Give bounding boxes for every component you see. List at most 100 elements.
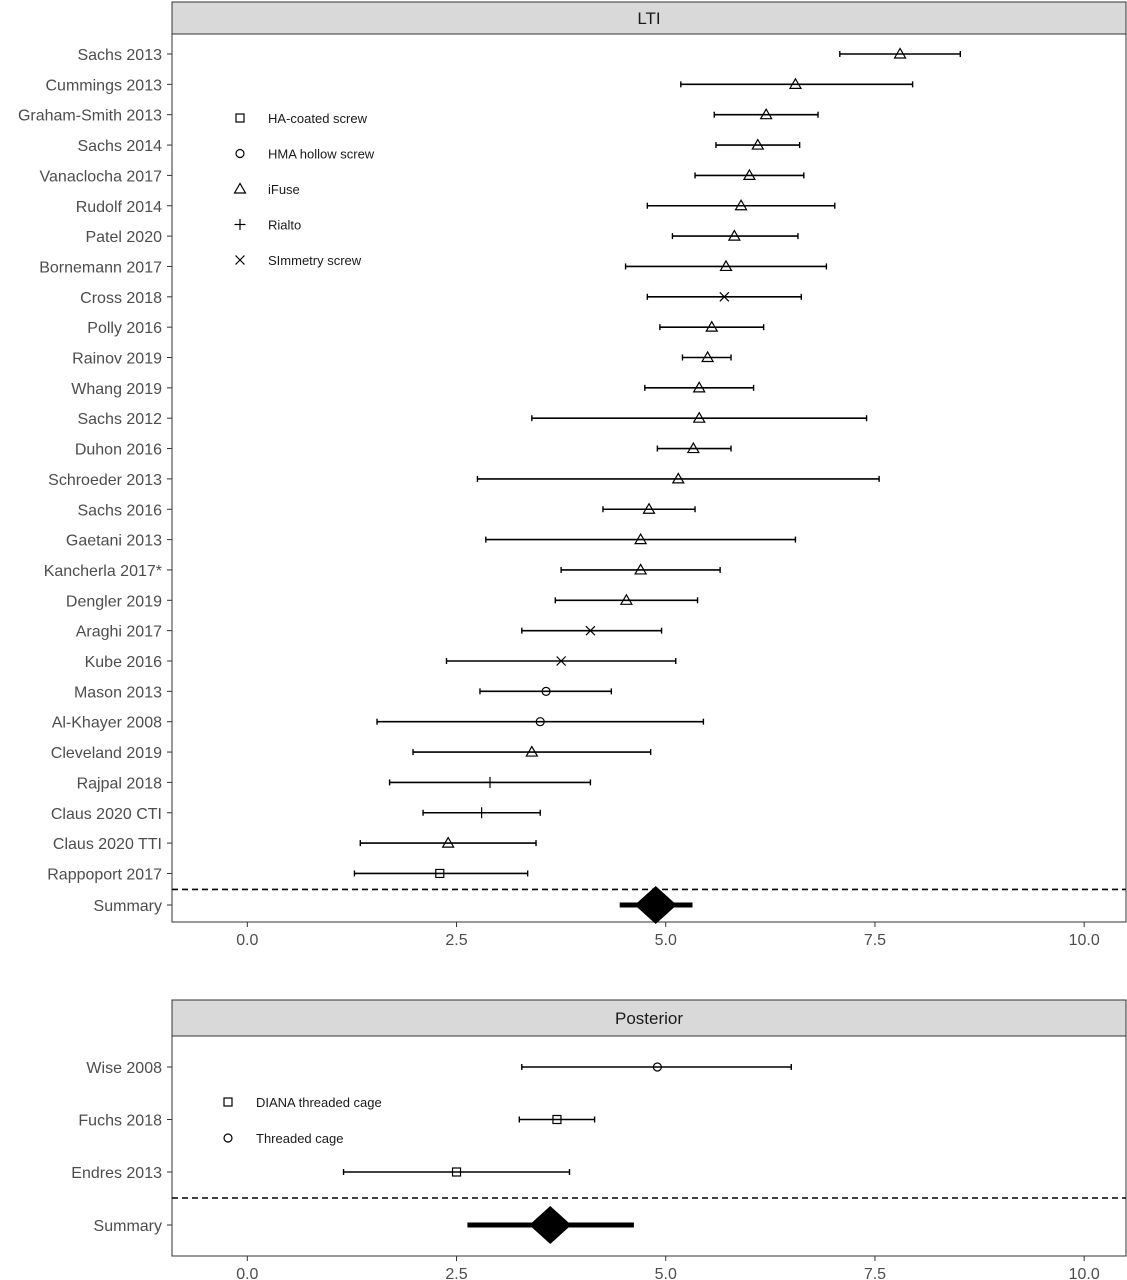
- point-estimate: [634, 563, 648, 575]
- study-label: Mason 2013: [74, 684, 162, 701]
- study-row: Rudolf 2014: [76, 199, 836, 216]
- legend-item: Rialto: [234, 218, 301, 233]
- legend-key-cross: [235, 255, 245, 265]
- study-label: Kube 2016: [85, 654, 163, 671]
- study-row: Sachs 2012: [77, 411, 868, 428]
- study-row: Cross 2018: [80, 290, 803, 307]
- x-tick-label: 0.0: [236, 932, 258, 949]
- point-estimate: [751, 138, 765, 150]
- x-axis: 0.0 2.5 5.0 7.5 10.0: [236, 1256, 1100, 1280]
- study-label: Claus 2020 TTI: [53, 836, 162, 853]
- x-tick-label: 2.5: [445, 1266, 467, 1280]
- point-estimate: [451, 1167, 462, 1177]
- study-row: Gaetani 2013: [66, 532, 797, 550]
- study-label: Dengler 2019: [66, 593, 162, 610]
- point-estimate: [441, 836, 455, 848]
- study-label: Rappoport 2017: [47, 866, 162, 883]
- study-row: Patel 2020: [85, 229, 799, 246]
- x-tick-label: 2.5: [445, 932, 467, 949]
- point-estimate: [734, 199, 748, 211]
- study-label: Sachs 2016: [77, 502, 162, 519]
- study-row: Fuchs 2018: [78, 1113, 596, 1130]
- study-label: Kancherla 2017*: [44, 563, 162, 580]
- study-label: Graham-Smith 2013: [18, 108, 162, 125]
- cross-marker-b: [585, 625, 596, 636]
- study-row: Schroeder 2013: [48, 472, 880, 489]
- study-row: Al-Khayer 2008: [52, 715, 705, 732]
- study-row: Araghi 2017: [76, 624, 663, 641]
- study-label: Vanaclocha 2017: [40, 168, 163, 185]
- point-estimate: [634, 532, 648, 545]
- study-label: Araghi 2017: [76, 624, 162, 641]
- x-tick-label: 5.0: [655, 1266, 677, 1280]
- study-row: Claus 2020 CTI: [51, 806, 541, 823]
- point-estimate: [476, 807, 488, 819]
- study-label: Sachs 2014: [77, 138, 162, 155]
- legend-key-square: [223, 1097, 233, 1107]
- study-label: Patel 2020: [85, 229, 162, 246]
- point-estimate: [585, 625, 596, 636]
- study-row: Dengler 2019: [66, 593, 699, 610]
- study-row: Endres 2013: [71, 1165, 571, 1182]
- point-estimate: [671, 472, 685, 484]
- point-estimate: [541, 686, 551, 696]
- facet-strip: [171, 999, 1127, 1037]
- study-label: Schroeder 2013: [48, 472, 162, 489]
- point-estimate: [705, 320, 719, 332]
- legend-item: Threaded cage: [223, 1131, 343, 1146]
- legend-label: HA-coated screw: [268, 111, 368, 126]
- study-row: Wise 2008: [86, 1060, 792, 1077]
- x-tick-label: 7.5: [864, 1266, 886, 1280]
- study-row: Claus 2020 TTI: [53, 836, 537, 853]
- legend-label: iFuse: [268, 182, 300, 197]
- forest-panel-lti: LTI Sachs 2013 Cummings 2013 Graham-Smith 2…: [18, 1, 1127, 949]
- study-row: Cleveland 2019: [51, 745, 652, 762]
- summary-diamond: [529, 1206, 572, 1244]
- facet-title: LTI: [637, 9, 660, 28]
- study-label: Whang 2019: [71, 381, 162, 398]
- study-label: Al-Khayer 2008: [52, 715, 162, 732]
- legend-key-triangle: [233, 182, 247, 194]
- study-label: Cross 2018: [80, 290, 162, 307]
- point-estimate: [556, 656, 567, 666]
- point-estimate: [552, 1114, 562, 1125]
- summary-row: Summary: [94, 886, 693, 924]
- study-label: Endres 2013: [71, 1165, 162, 1182]
- legend-label: DIANA threaded cage: [256, 1095, 382, 1110]
- summary-label: Summary: [94, 1218, 162, 1235]
- point-estimate: [759, 108, 773, 120]
- point-estimate: [727, 229, 741, 241]
- study-row: Rajpal 2018: [77, 775, 592, 792]
- study-label: Fuchs 2018: [78, 1113, 162, 1130]
- point-estimate: [692, 411, 706, 423]
- point-estimate: [642, 502, 656, 514]
- x-tick-label: 0.0: [236, 1266, 258, 1280]
- legend: DIANA threaded cage Threaded cage: [223, 1095, 382, 1146]
- study-row: Kancherla 2017*: [44, 563, 721, 580]
- study-label: Rudolf 2014: [76, 199, 162, 216]
- legend-key-plus: [234, 219, 246, 230]
- study-label: Cleveland 2019: [51, 745, 162, 762]
- study-row: Graham-Smith 2013: [18, 108, 819, 125]
- study-row: Bornemann 2017: [39, 259, 828, 276]
- legend-key-square: [235, 113, 245, 123]
- legend-label: SImmetry screw: [268, 253, 362, 268]
- legend-item: SImmetry screw: [235, 253, 362, 268]
- point-estimate: [484, 776, 496, 788]
- study-label: Polly 2016: [87, 320, 162, 337]
- study-row: Cummings 2013: [46, 77, 914, 94]
- point-estimate: [742, 168, 756, 180]
- legend-key-circle: [223, 1133, 233, 1143]
- study-row: Rappoport 2017: [47, 866, 529, 883]
- x-tick-label: 7.5: [864, 932, 886, 949]
- point-estimate: [893, 47, 907, 59]
- legend-item: HA-coated screw: [235, 111, 368, 126]
- forest-panel-posterior: Posterior Wise 2008 Fuchs 2018 Endres 2013 S…: [71, 999, 1127, 1280]
- study-row: Sachs 2016: [77, 502, 696, 519]
- legend: HA-coated screw HMA hollow screw iFuse Rial…: [233, 111, 375, 268]
- study-label: Gaetani 2013: [66, 533, 162, 550]
- study-row: Rainov 2019: [72, 351, 732, 368]
- legend-item: DIANA threaded cage: [223, 1095, 382, 1110]
- study-row: Polly 2016: [87, 320, 765, 337]
